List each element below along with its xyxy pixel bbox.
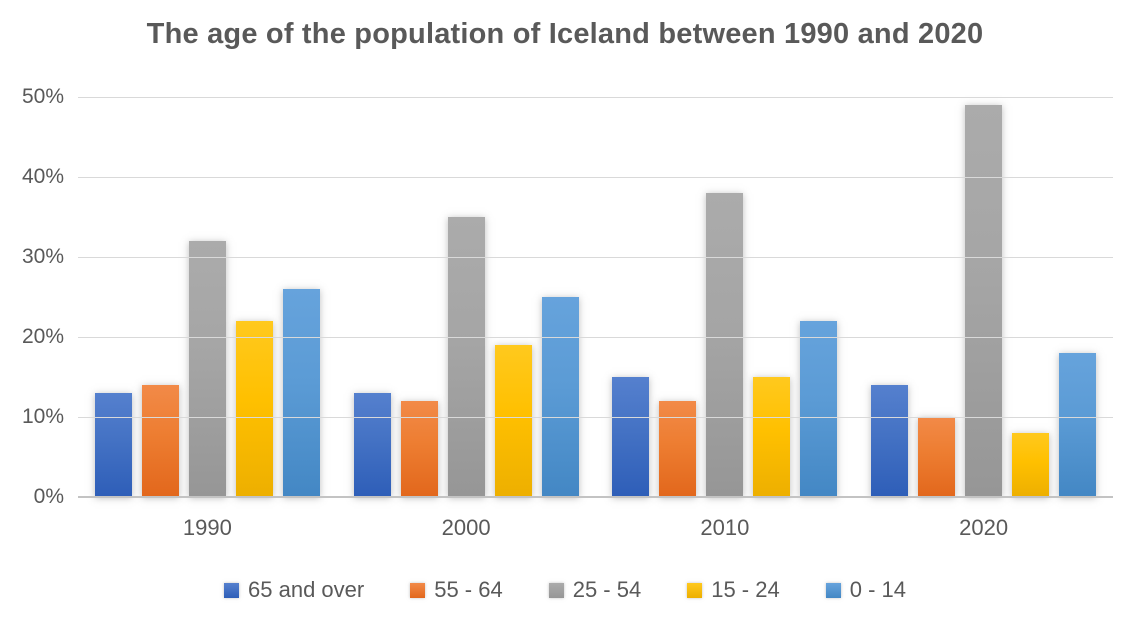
legend-item-65andover: 65 and over: [224, 577, 364, 603]
legend-swatch-icon: [687, 582, 703, 598]
gridline: [78, 256, 1113, 258]
x-category-label: 2000: [441, 515, 491, 540]
legend-item-0-14: 0 - 14: [825, 577, 906, 603]
bar-25-54-2020: [965, 105, 1003, 497]
gridline: [78, 96, 1113, 98]
y-tick-label: 50%: [21, 85, 64, 108]
legend-swatch-icon: [224, 582, 240, 598]
y-tick-label: 20%: [21, 325, 64, 348]
bar-group-2000: [337, 217, 596, 497]
bar-65andover-2020: [871, 385, 909, 497]
bar-0-14-1990: [282, 289, 320, 497]
plot-area: [78, 96, 1113, 498]
y-tick-label: 0%: [33, 485, 64, 508]
gridline: [78, 416, 1113, 418]
bar-65andover-2000: [353, 393, 391, 497]
x-axis-line: [78, 496, 1113, 498]
bar-0-14-2000: [541, 297, 579, 497]
x-category-label: 1990: [182, 515, 232, 540]
bar-55-64-1990: [141, 385, 179, 497]
legend: 65 and over 55 - 64 25 - 54 15 - 24 0 - 14: [0, 577, 1130, 603]
bar-55-64-2010: [659, 401, 697, 497]
x-category-label: 2020: [959, 515, 1009, 540]
y-tick-label: 30%: [21, 245, 64, 268]
bar-15-24-2020: [1012, 433, 1050, 497]
gridline: [78, 176, 1113, 178]
bar-group-2010: [596, 193, 855, 497]
legend-label: 25 - 54: [572, 577, 642, 602]
legend-label: 0 - 14: [849, 577, 906, 602]
bar-65andover-2010: [612, 377, 650, 497]
bar-55-64-2000: [400, 401, 438, 497]
bar-15-24-2000: [494, 345, 532, 497]
bar-55-64-2020: [918, 417, 956, 497]
bar-0-14-2010: [800, 321, 838, 497]
bar-25-54-2010: [706, 193, 744, 497]
bar-15-24-1990: [235, 321, 273, 497]
gridline: [78, 336, 1113, 338]
bar-group-1990: [78, 241, 337, 497]
bar-65andover-1990: [94, 393, 132, 497]
y-axis-labels: 0% 10% 20% 30% 40% 50%: [0, 86, 64, 508]
y-tick-label: 40%: [21, 165, 64, 188]
legend-label: 15 - 24: [711, 577, 780, 602]
legend-swatch-icon: [548, 582, 564, 598]
y-tick-label: 10%: [21, 405, 64, 428]
legend-item-15-24: 15 - 24: [687, 577, 780, 603]
legend-label: 65 and over: [248, 577, 365, 602]
legend-item-55-64: 55 - 64: [410, 577, 503, 603]
x-axis-labels: 1990 2000 2010 2020: [78, 515, 1113, 541]
bar-25-54-2000: [447, 217, 485, 497]
bar-0-14-2020: [1059, 353, 1097, 497]
legend-swatch-icon: [825, 582, 841, 598]
x-category-label: 2010: [700, 515, 750, 540]
bar-25-54-1990: [188, 241, 226, 497]
bar-15-24-2010: [753, 377, 791, 497]
legend-swatch-icon: [410, 582, 426, 598]
chart-title: The age of the population of Iceland bet…: [146, 18, 984, 50]
bar-group-2020: [854, 105, 1113, 497]
legend-label: 55 - 64: [434, 577, 503, 602]
legend-item-25-54: 25 - 54: [548, 577, 642, 603]
bar-groups: [78, 97, 1113, 497]
